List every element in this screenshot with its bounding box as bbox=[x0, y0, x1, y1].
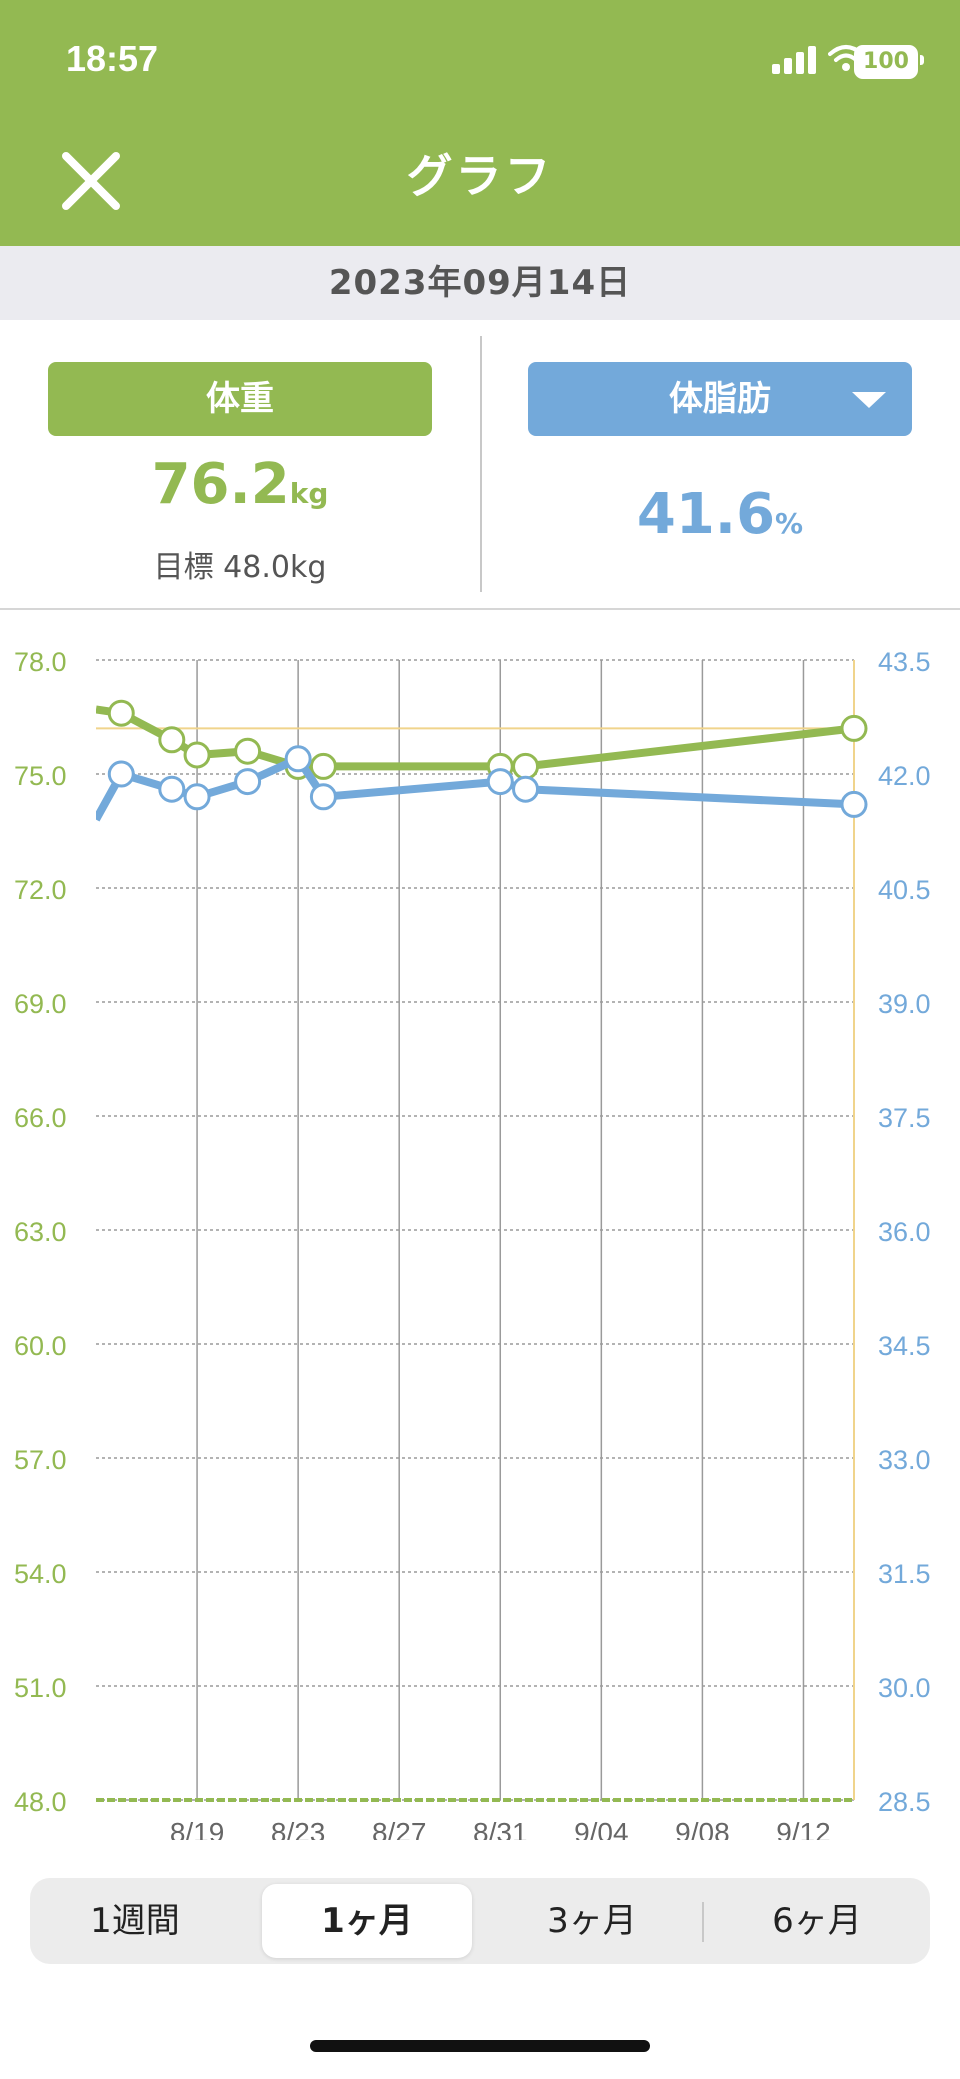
y-right-tick-label: 39.0 bbox=[878, 989, 931, 1019]
weight-button[interactable]: 体重 bbox=[48, 362, 432, 436]
chevron-down-icon bbox=[852, 392, 886, 408]
y-right-tick-label: 34.5 bbox=[878, 1331, 931, 1361]
weight-data-point bbox=[183, 741, 211, 769]
panel-divider bbox=[480, 336, 482, 592]
x-tick-label: 8/19 bbox=[170, 1817, 225, 1840]
fat-data-point bbox=[284, 745, 312, 773]
fat-value: 41.6% bbox=[480, 482, 960, 547]
fat-data-point bbox=[158, 775, 186, 803]
tab-6-months[interactable]: 6ヶ月 bbox=[772, 1901, 862, 1941]
y-left-tick-label: 78.0 bbox=[14, 647, 67, 677]
weight-fat-chart: 78.0 43.5 75.0 42.0 72.0 40.5 69.0 39.0 66.0 37.5… bbox=[14, 647, 931, 1840]
app-header: 18:57 100 グラフ bbox=[0, 0, 960, 246]
x-tick-label: 9/04 bbox=[574, 1817, 629, 1840]
x-tick-label: 8/23 bbox=[271, 1817, 326, 1840]
y-left-tick-label: 75.0 bbox=[14, 761, 67, 791]
y-left-tick-label: 60.0 bbox=[14, 1331, 67, 1361]
fat-data-point bbox=[234, 768, 262, 796]
tab-1-month[interactable]: 1ヶ月 bbox=[262, 1884, 472, 1958]
status-icons: 100 bbox=[724, 40, 924, 80]
y-right-tick-label: 30.0 bbox=[878, 1673, 931, 1703]
y-right-tick-label: 43.5 bbox=[878, 647, 931, 677]
y-left-tick-label: 69.0 bbox=[14, 989, 67, 1019]
tab-separator bbox=[702, 1902, 704, 1942]
x-tick-label: 8/27 bbox=[372, 1817, 427, 1840]
fat-panel: 体脂肪 41.6% bbox=[480, 320, 960, 608]
y-left-tick-label: 51.0 bbox=[14, 1673, 67, 1703]
body-fat-dropdown[interactable]: 体脂肪 bbox=[528, 362, 912, 436]
y-left-tick-label: 57.0 bbox=[14, 1445, 67, 1475]
weight-data-point bbox=[309, 752, 337, 780]
fat-data-point bbox=[183, 783, 211, 811]
fat-data-point bbox=[840, 790, 868, 818]
y-left-tick-label: 72.0 bbox=[14, 875, 67, 905]
fat-data-point bbox=[309, 783, 337, 811]
y-right-tick-label: 36.0 bbox=[878, 1217, 931, 1247]
weight-data-point bbox=[107, 699, 135, 727]
weight-value: 76.2kg bbox=[0, 452, 480, 517]
tab-1-week[interactable]: 1週間 bbox=[90, 1901, 180, 1941]
y-right-tick-label: 40.5 bbox=[878, 875, 931, 905]
page-title: グラフ bbox=[406, 149, 554, 203]
status-time: 18:57 bbox=[66, 38, 159, 79]
fat-data-point bbox=[486, 768, 514, 796]
date-display: 2023年09月14日 bbox=[0, 246, 960, 320]
fat-data-point bbox=[512, 775, 540, 803]
weight-panel: 体重 76.2kg 目標 48.0kg bbox=[0, 320, 480, 608]
home-indicator bbox=[310, 2040, 650, 2052]
period-selector: 1週間 1ヶ月 3ヶ月 6ヶ月 bbox=[30, 1878, 930, 1964]
weight-unit: kg bbox=[289, 477, 329, 510]
weight-data-point bbox=[840, 714, 868, 742]
y-left-tick-label: 63.0 bbox=[14, 1217, 67, 1247]
x-tick-label: 9/12 bbox=[776, 1817, 831, 1840]
fat-number: 41.6 bbox=[636, 482, 776, 547]
y-left-tick-label: 54.0 bbox=[14, 1559, 67, 1589]
y-left-tick-label: 66.0 bbox=[14, 1103, 67, 1133]
tab-3-months[interactable]: 3ヶ月 bbox=[547, 1901, 637, 1941]
y-right-tick-label: 42.0 bbox=[878, 761, 931, 791]
y-right-tick-label: 31.5 bbox=[878, 1559, 931, 1589]
x-tick-label: 8/31 bbox=[473, 1817, 528, 1840]
y-right-tick-label: 28.5 bbox=[878, 1787, 931, 1817]
x-tick-label: 9/08 bbox=[675, 1817, 730, 1840]
section-divider bbox=[0, 608, 960, 610]
fat-data-point bbox=[107, 760, 135, 788]
fat-unit: % bbox=[775, 507, 804, 540]
y-right-tick-label: 37.5 bbox=[878, 1103, 931, 1133]
y-right-tick-label: 33.0 bbox=[878, 1445, 931, 1475]
body-fat-label: 体脂肪 bbox=[669, 379, 771, 419]
weight-data-point bbox=[158, 726, 186, 754]
weight-number: 76.2 bbox=[151, 452, 290, 517]
weight-data-point bbox=[234, 737, 262, 765]
weight-data-point bbox=[512, 752, 540, 780]
y-left-tick-label: 48.0 bbox=[14, 1787, 67, 1817]
battery-icon: 100 bbox=[854, 45, 918, 79]
goal-weight: 目標 48.0kg bbox=[153, 550, 327, 585]
close-button[interactable] bbox=[56, 146, 126, 216]
